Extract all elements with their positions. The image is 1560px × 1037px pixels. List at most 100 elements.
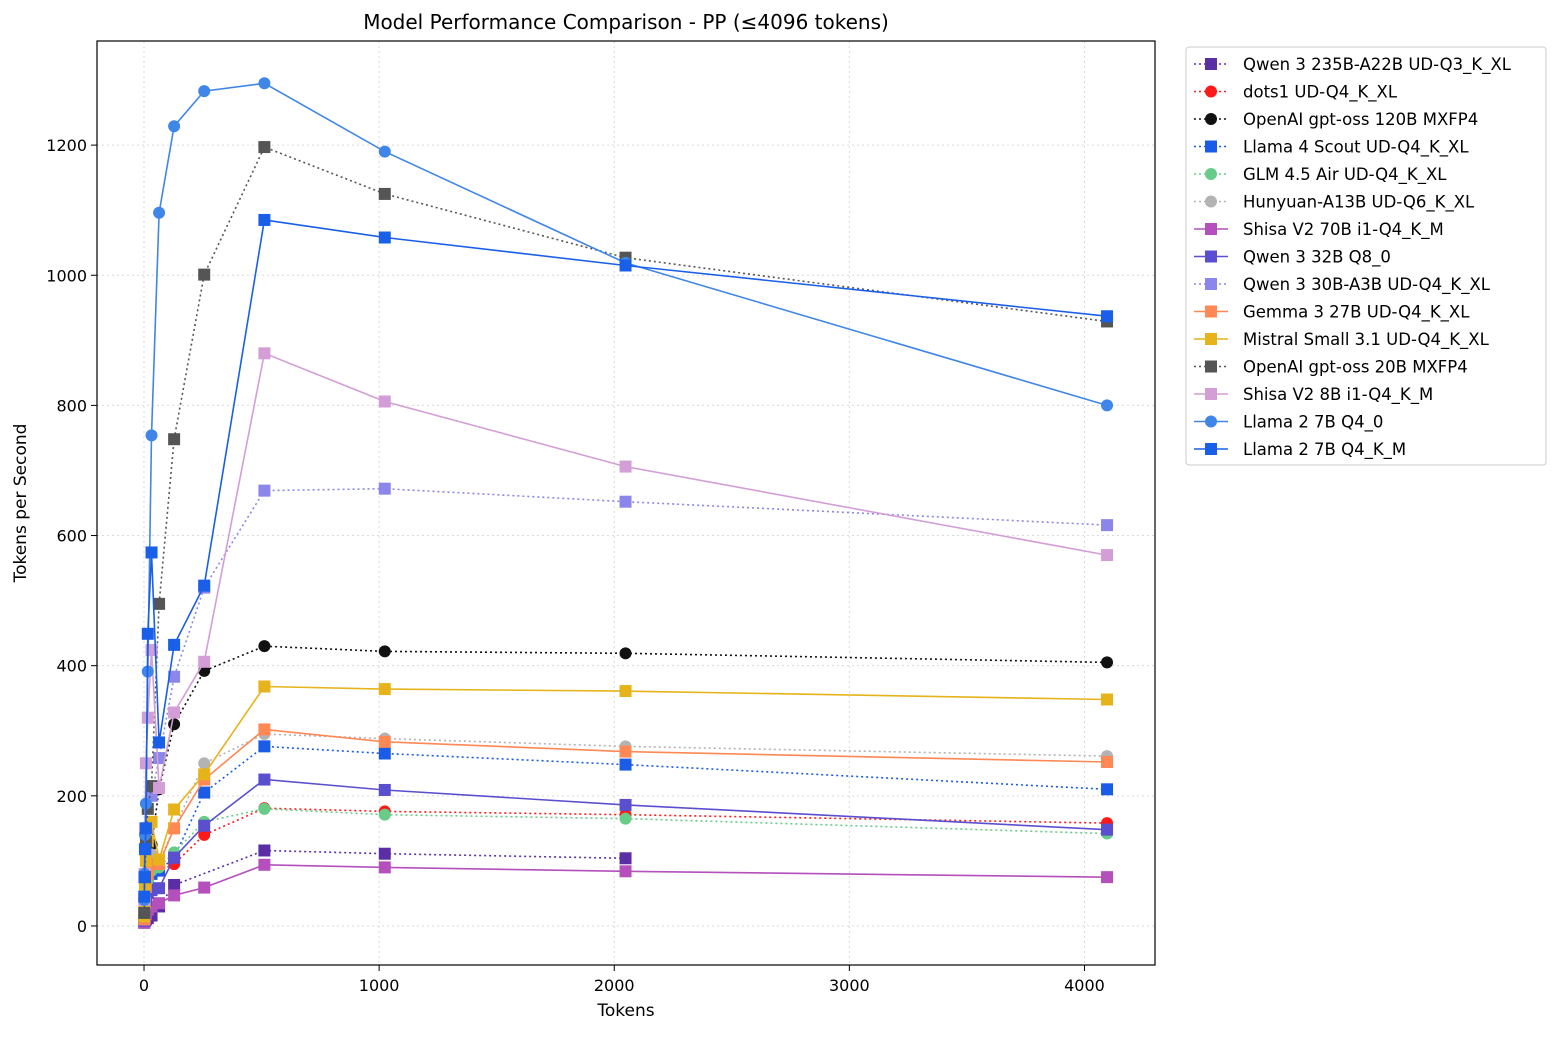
data-point <box>168 822 181 835</box>
data-point <box>619 685 632 698</box>
legend-item: Qwen 3 30B-A3B UD-Q4_K_XL <box>1194 275 1491 295</box>
y-tick-label: 0 <box>77 917 87 936</box>
data-point <box>619 259 632 272</box>
legend-marker <box>1205 113 1217 125</box>
x-axis-label: Tokens <box>596 1001 654 1021</box>
data-point <box>258 77 271 90</box>
data-point <box>619 758 632 771</box>
data-point <box>168 718 181 731</box>
data-point <box>258 213 271 226</box>
data-point <box>619 798 632 811</box>
data-point <box>619 745 632 758</box>
legend: Qwen 3 235B-A22B UD-Q3_K_XL dots1 UD-Q4_K… <box>1185 46 1547 466</box>
data-point <box>378 395 391 408</box>
data-point <box>378 808 391 821</box>
data-point <box>619 647 632 660</box>
data-point <box>378 231 391 244</box>
legend-item: Mistral Small 3.1 UD-Q4_K_XL <box>1194 330 1490 350</box>
legend-label: Shisa V2 70B i1-Q4_K_M <box>1243 220 1444 240</box>
data-point <box>619 852 632 865</box>
data-point <box>378 145 391 158</box>
data-point <box>153 853 166 866</box>
data-point <box>619 812 632 825</box>
data-point <box>168 433 181 446</box>
data-point <box>198 881 211 894</box>
data-point <box>168 638 181 651</box>
legend-marker <box>1205 305 1217 318</box>
grid-lines <box>97 41 1155 965</box>
series-layer <box>138 77 1114 929</box>
legend-marker <box>1205 443 1217 455</box>
data-point <box>1101 399 1114 412</box>
y-tick-label: 1200 <box>46 136 87 155</box>
data-point <box>1101 693 1114 706</box>
legend-label: Hunyuan-A13B UD-Q6_K_XL <box>1243 193 1475 213</box>
legend-item: Shisa V2 70B i1-Q4_K_M <box>1194 220 1444 240</box>
data-point <box>1101 871 1114 884</box>
data-point <box>1101 783 1114 796</box>
data-point <box>258 802 271 815</box>
y-tick-label: 600 <box>56 527 87 546</box>
legend-item: Shisa V2 8B i1-Q4_K_M <box>1194 385 1433 405</box>
data-point <box>168 889 181 902</box>
data-point <box>138 871 151 884</box>
legend-item: OpenAI gpt-oss 120B MXFP4 <box>1194 110 1478 129</box>
data-point <box>139 854 152 867</box>
chart-title: Model Performance Comparison - PP (≤4096… <box>363 10 889 34</box>
legend-item: Gemma 3 27B UD-Q4_K_XL <box>1194 303 1470 323</box>
data-point <box>141 627 154 640</box>
y-tick-label: 400 <box>56 657 87 676</box>
legend-item: Hunyuan-A13B UD-Q6_K_XL <box>1194 193 1475 213</box>
y-axis-label: Tokens per Second <box>11 424 31 584</box>
legend-label: Llama 2 7B Q4_0 <box>1243 413 1383 433</box>
data-point <box>168 670 181 683</box>
data-point <box>198 768 211 781</box>
data-point <box>198 655 211 668</box>
legend-label: OpenAI gpt-oss 120B MXFP4 <box>1243 110 1478 129</box>
data-point <box>378 645 391 658</box>
x-tick-label: 0 <box>139 976 149 995</box>
data-point <box>1101 519 1114 532</box>
legend-label: GLM 4.5 Air UD-Q4_K_XL <box>1243 165 1447 185</box>
data-point <box>198 757 211 770</box>
legend-marker <box>1205 250 1217 263</box>
legend-marker <box>1205 85 1217 98</box>
legend-label: Gemma 3 27B UD-Q4_K_XL <box>1243 303 1470 323</box>
data-point <box>198 579 211 592</box>
data-point <box>153 206 166 219</box>
data-point <box>619 865 632 878</box>
series-llama-2-7b-q4-k-m <box>138 213 1114 903</box>
data-point <box>619 460 632 473</box>
series-mistral-small-3-1-ud-q4-k-xl <box>138 680 1114 923</box>
plot-frame <box>96 40 1156 966</box>
data-point <box>258 347 271 360</box>
legend-label: Llama 4 Scout UD-Q4_K_XL <box>1243 138 1469 158</box>
y-axis: 0 200 400 600 800 1000 1200 <box>46 136 97 936</box>
data-point <box>378 735 391 748</box>
data-point <box>378 482 391 495</box>
legend-marker <box>1205 195 1217 208</box>
data-point <box>168 803 181 816</box>
data-point <box>258 680 271 693</box>
legend-marker <box>1205 168 1217 180</box>
legend-marker <box>1205 415 1217 428</box>
data-point <box>168 851 181 864</box>
data-point <box>258 640 271 653</box>
data-point <box>153 752 166 765</box>
legend-frame <box>1185 46 1547 466</box>
x-tick-label: 2000 <box>594 976 635 995</box>
data-point <box>153 882 166 895</box>
data-point <box>168 706 181 719</box>
legend-label: Qwen 3 235B-A22B UD-Q3_K_XL <box>1243 55 1512 75</box>
legend-item: Qwen 3 235B-A22B UD-Q3_K_XL <box>1194 55 1512 75</box>
data-point <box>1101 823 1114 836</box>
legend-marker <box>1205 278 1217 290</box>
data-point <box>258 844 271 857</box>
data-point <box>1101 549 1114 562</box>
data-point <box>153 597 166 610</box>
data-point <box>258 723 271 736</box>
data-point <box>258 141 271 154</box>
x-tick-label: 1000 <box>359 976 400 995</box>
legend-marker <box>1205 58 1217 70</box>
